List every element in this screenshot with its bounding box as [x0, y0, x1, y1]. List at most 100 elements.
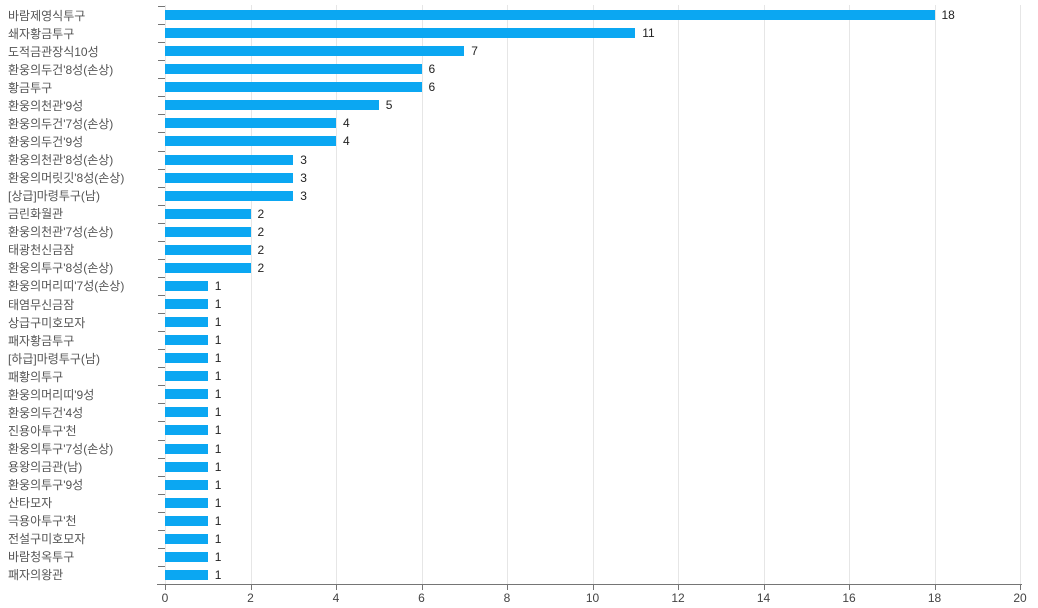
bar [165, 389, 208, 400]
bar [165, 497, 208, 508]
category-label: 환웅의머리띠'9성 [8, 387, 95, 402]
bar-value-label: 1 [214, 495, 222, 510]
category-label: 진용아투구'천 [8, 423, 77, 438]
category-label: 패황의투구 [8, 369, 64, 384]
y-axis-tick [158, 258, 165, 260]
y-axis-tick [158, 457, 165, 459]
bar-value-label: 1 [214, 351, 222, 366]
y-axis-tick [158, 132, 165, 134]
bar-value-label: 1 [214, 459, 222, 474]
y-axis-tick [158, 186, 165, 188]
category-label: 환웅의투구'7성(손상) [8, 442, 114, 457]
category-label: 태광천신금잠 [8, 243, 75, 258]
y-axis-tick [158, 565, 165, 567]
x-axis-tick-label: 12 [671, 591, 685, 605]
x-axis-tick [336, 584, 337, 590]
category-label: 전설구미호모자 [8, 532, 86, 547]
category-label: 환웅의머리띠'7성(손상) [8, 279, 125, 294]
bar [165, 28, 636, 39]
bar [165, 479, 208, 490]
x-axis-tick-label: 16 [842, 591, 856, 605]
x-axis-tick-label: 6 [418, 591, 425, 605]
y-axis-tick [158, 421, 165, 423]
category-label: [상급]마령투구(남) [8, 189, 100, 204]
y-axis-tick [158, 349, 165, 351]
y-axis-tick [158, 295, 165, 296]
x-axis-tick [421, 584, 423, 590]
bar-value-label: 1 [214, 278, 222, 293]
bar [165, 172, 294, 183]
bar [165, 190, 294, 201]
y-axis-tick [158, 367, 165, 369]
gridline [592, 5, 594, 584]
category-label: 패자황금투구 [8, 333, 75, 348]
gridline [934, 5, 936, 584]
bar-value-label: 6 [428, 80, 436, 95]
x-axis-tick-label: 18 [927, 591, 942, 605]
bar [165, 443, 208, 454]
x-axis-tick [250, 584, 252, 590]
bar [165, 244, 251, 255]
bar-value-label: 2 [257, 242, 265, 257]
bar-value-label: 7 [471, 44, 478, 59]
bar-value-label: 1 [214, 531, 222, 546]
gridline [507, 5, 508, 584]
y-axis-tick [158, 114, 165, 116]
bar [165, 154, 294, 165]
bar-value-label: 2 [257, 224, 265, 239]
x-axis-tick [678, 584, 679, 590]
category-label: 태염무신금잠 [8, 297, 75, 312]
bar [165, 299, 208, 310]
x-axis-tick [165, 584, 166, 590]
bar [165, 551, 208, 562]
x-axis-tick [592, 584, 594, 590]
bar-value-label: 1 [214, 477, 222, 492]
category-label: 환웅의두건'4성 [8, 405, 84, 420]
y-axis-tick [158, 150, 165, 152]
bar-value-label: 1 [214, 441, 222, 456]
category-label: 패자의왕관 [8, 568, 64, 583]
x-axis-tick-label: 10 [585, 591, 600, 605]
category-label: 환웅의머릿깃'8성(손상) [8, 171, 125, 186]
category-label: 금린화월관 [8, 207, 64, 222]
category-label: 환웅의천관'8성(손상) [8, 153, 114, 168]
y-axis-tick [158, 42, 165, 44]
bar-value-label: 5 [385, 98, 393, 113]
bar [165, 82, 422, 93]
bar-value-label: 3 [300, 152, 307, 167]
y-axis-tick [158, 493, 165, 495]
category-label: 상급구미호모자 [8, 315, 86, 330]
y-axis-tick [158, 331, 165, 333]
y-axis-tick [158, 96, 165, 98]
category-label: 바람제영식투구 [8, 8, 86, 23]
y-axis-tick [158, 475, 165, 477]
y-axis-tick [158, 168, 165, 170]
x-axis-tick [1020, 584, 1021, 590]
category-label: [하급]마령투구(남) [8, 351, 100, 366]
y-axis-tick [158, 403, 165, 405]
bar [165, 461, 208, 472]
y-axis-tick [158, 385, 165, 387]
bar-value-label: 1 [214, 369, 222, 384]
bar [165, 569, 208, 580]
gridline [336, 5, 337, 584]
bar [165, 64, 422, 75]
y-axis-tick [158, 78, 165, 80]
bar [165, 262, 251, 273]
y-axis-tick [158, 547, 165, 549]
bar [165, 425, 208, 436]
category-label: 환웅의투구'9성 [8, 478, 84, 493]
bar-value-label: 1 [214, 567, 222, 582]
y-axis-tick [158, 511, 165, 513]
bar-value-label: 1 [214, 387, 222, 402]
bar-value-label: 11 [642, 26, 655, 41]
bar [165, 533, 208, 544]
y-axis-tick [158, 313, 165, 315]
bar-value-label: 2 [257, 206, 265, 221]
gridline [849, 5, 850, 584]
x-axis-tick [849, 584, 850, 590]
category-label: 극용아투구'천 [8, 514, 77, 529]
x-axis-tick-label: 14 [756, 591, 771, 605]
bar [165, 317, 208, 328]
